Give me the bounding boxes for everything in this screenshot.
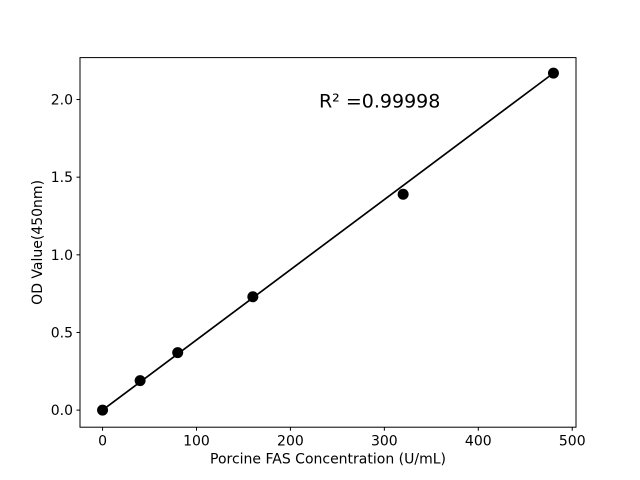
x-tick-label: 100 (183, 434, 210, 450)
plot-border (79, 57, 577, 428)
x-axis-label: Porcine FAS Concentration (U/mL) (210, 452, 446, 468)
y-tick-label: 0.0 (51, 403, 73, 419)
x-tick-label: 500 (559, 434, 586, 450)
y-tick-label: 1.5 (51, 170, 73, 186)
x-tick-label: 300 (371, 434, 398, 450)
r-squared-annotation: R² =0.99998 (319, 90, 440, 112)
y-tick-label: 1.0 (51, 248, 73, 264)
data-point (97, 404, 109, 416)
data-point (247, 291, 259, 303)
y-axis-label: OD Value(450nm) (30, 180, 46, 305)
data-point (172, 347, 184, 359)
x-tick-label: 200 (277, 434, 304, 450)
y-tick-label: 2.0 (51, 93, 73, 109)
y-tick-label: 0.5 (51, 325, 73, 341)
x-tick-label: 400 (465, 434, 492, 450)
data-point (397, 188, 409, 200)
data-point (134, 375, 146, 387)
data-point (547, 67, 559, 79)
x-tick-label: 0 (98, 434, 107, 450)
